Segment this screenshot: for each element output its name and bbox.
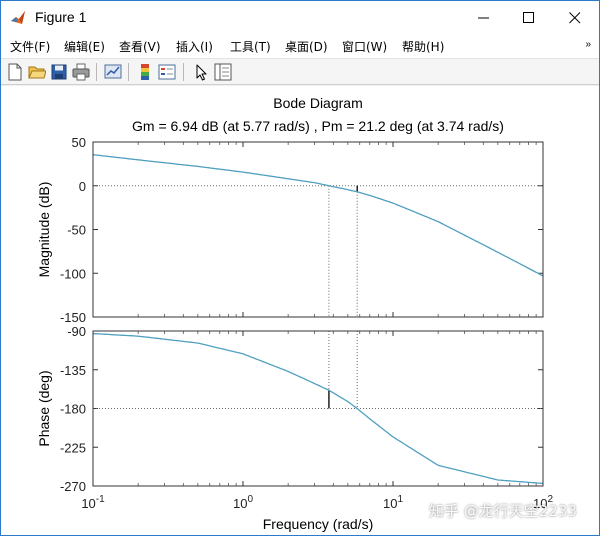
save-icon[interactable] <box>50 63 68 81</box>
watermark: 知乎 @龙行天空2233 <box>429 502 577 520</box>
minimize-icon <box>478 17 489 18</box>
x-tick-label: 100 <box>233 494 253 511</box>
minimize-button[interactable] <box>461 1 507 34</box>
phase-y-tick-label: -135 <box>60 363 86 378</box>
matlab-logo-icon <box>11 11 25 24</box>
property-inspector-icon[interactable] <box>214 63 232 81</box>
open-file-icon[interactable] <box>28 63 46 81</box>
magnitude-y-axis-label: Magnitude (dB) <box>36 182 52 278</box>
bode-plot: Bode Diagram Gm = 6.94 dB (at 5.77 rad/s)… <box>36 95 553 532</box>
phase-y-axis-label: Phase (deg) <box>36 370 52 446</box>
phase-axes-box <box>92 330 544 487</box>
menu-tools[interactable]: 工具(T) <box>230 40 271 54</box>
magnitude-y-tick-label: -100 <box>60 266 86 281</box>
new-figure-icon[interactable] <box>6 63 24 81</box>
menu-window[interactable]: 窗口(W) <box>342 40 388 54</box>
toolbar-separator <box>128 63 129 81</box>
menu-bar: 文件(F) 编辑(E) 查看(V) 插入(I) 工具(T) 桌面(D) 窗口(W… <box>1 34 599 58</box>
figure-canvas: Bode Diagram Gm = 6.94 dB (at 5.77 rad/s)… <box>1 86 599 535</box>
x-tick-label: 10-1 <box>81 494 105 511</box>
close-button[interactable] <box>552 1 598 34</box>
menu-file[interactable]: 文件(F) <box>10 40 51 54</box>
magnitude-y-tick-label: 50 <box>72 135 86 150</box>
menu-desktop[interactable]: 桌面(D) <box>285 40 328 54</box>
maximize-icon <box>523 11 534 23</box>
window-title: Figure 1 <box>35 9 87 25</box>
chart-title: Bode Diagram <box>273 95 363 111</box>
toolbar <box>1 58 599 85</box>
title-bar: Figure 1 <box>1 1 599 34</box>
toolbar-separator <box>96 63 97 81</box>
magnitude-axes-box <box>92 141 544 318</box>
link-plot-icon[interactable] <box>104 63 122 81</box>
magnitude-y-tick-label: 0 <box>79 179 86 194</box>
x-tick-label: 102 <box>533 494 553 511</box>
phase-y-tick-label: -180 <box>60 402 86 417</box>
legend-icon[interactable] <box>158 63 176 81</box>
phase-y-tick-label: -225 <box>60 440 86 455</box>
chart-subtitle: Gm = 6.94 dB (at 5.77 rad/s) , Pm = 21.2… <box>132 118 504 134</box>
magnitude-curve <box>92 154 544 277</box>
menu-insert[interactable]: 插入(I) <box>176 40 213 54</box>
menu-view[interactable]: 查看(V) <box>119 40 161 54</box>
close-icon <box>569 11 581 23</box>
menu-overflow-arrow[interactable]: » <box>585 39 591 50</box>
print-icon[interactable] <box>72 63 90 81</box>
toolbar-separator <box>183 63 184 81</box>
menu-edit[interactable]: 编辑(E) <box>64 40 105 54</box>
colorbar-icon[interactable] <box>136 63 154 81</box>
pointer-icon[interactable] <box>192 63 210 81</box>
x-tick-label: 101 <box>383 494 403 511</box>
phase-y-tick-label: -90 <box>67 324 86 339</box>
phase-curve <box>92 332 544 485</box>
x-axis-label: Frequency (rad/s) <box>263 516 373 532</box>
magnitude-plot-area <box>93 142 543 317</box>
magnitude-y-tick-label: -150 <box>60 310 86 325</box>
maximize-button[interactable] <box>506 1 552 34</box>
menu-help[interactable]: 帮助(H) <box>402 40 445 54</box>
phase-y-tick-label: -270 <box>60 479 86 494</box>
magnitude-y-tick-label: -50 <box>67 223 86 238</box>
